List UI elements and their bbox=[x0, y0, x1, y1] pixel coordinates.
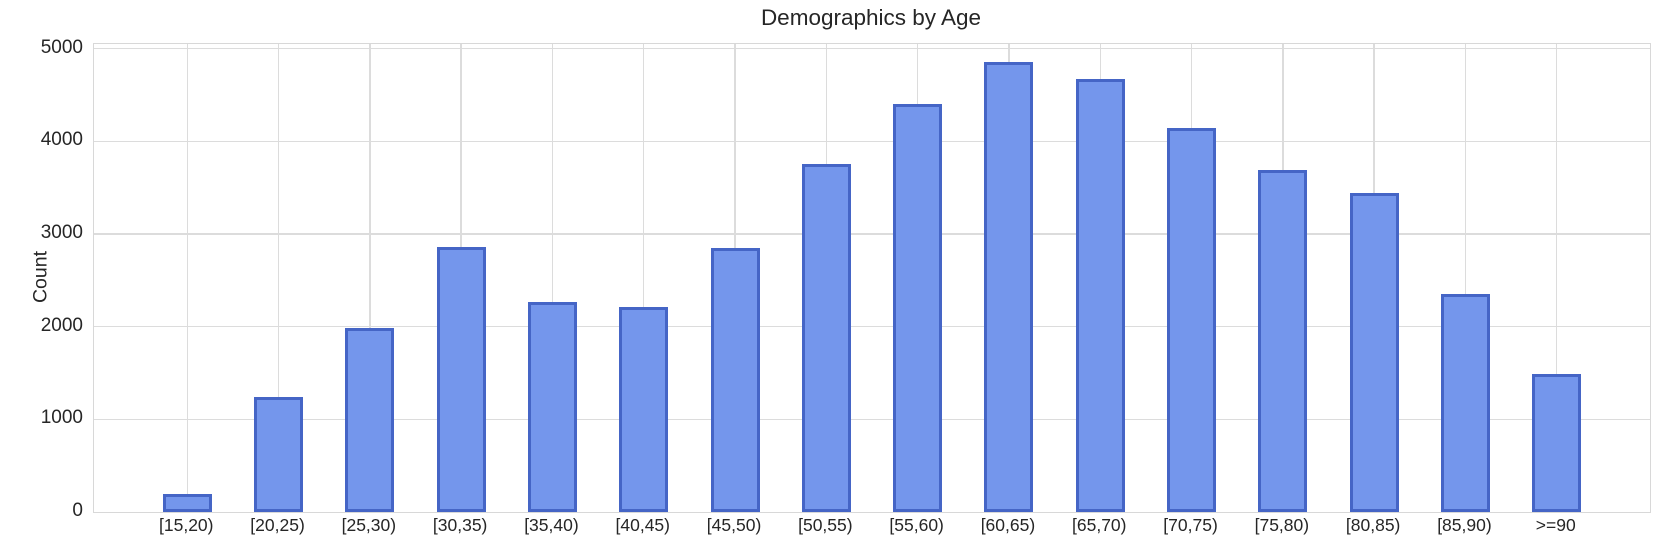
y-tick-label: 4000 bbox=[40, 129, 83, 151]
bar-[65,70) bbox=[1075, 78, 1125, 512]
y-gridline bbox=[94, 233, 1650, 235]
bar-[20,25) bbox=[254, 397, 304, 512]
x-tick-label: [60,65) bbox=[980, 515, 1036, 535]
bar-[60,65) bbox=[984, 62, 1034, 512]
y-gridline bbox=[94, 140, 1650, 143]
x-tick-label: [65,70) bbox=[1072, 515, 1127, 535]
y-tick-label: 5000 bbox=[40, 36, 83, 58]
chart-title: Demographics by Age bbox=[760, 5, 982, 30]
x-tick-label: [55,60) bbox=[889, 515, 944, 535]
bar-[70,75) bbox=[1167, 128, 1217, 512]
x-tick-label: [70,75) bbox=[1163, 515, 1218, 535]
bar-[55,60) bbox=[893, 104, 943, 512]
bar-[30,35) bbox=[436, 246, 486, 512]
x-gridline bbox=[643, 44, 645, 512]
x-gridline bbox=[369, 44, 371, 512]
x-tick-label: [20,25) bbox=[250, 515, 305, 535]
bar-[85,90) bbox=[1440, 294, 1490, 512]
bar-[75,80) bbox=[1258, 170, 1308, 512]
x-gridline bbox=[1464, 44, 1467, 512]
bar-[50,55) bbox=[801, 163, 851, 512]
y-tick-label: 1000 bbox=[40, 407, 83, 429]
x-tick-label: >=90 bbox=[1535, 515, 1576, 535]
x-tick-label: [85,90) bbox=[1437, 515, 1492, 535]
x-tick-label: [45,50) bbox=[706, 515, 762, 535]
x-tick-label: [80,85) bbox=[1345, 515, 1401, 535]
x-tick-label: [15,20) bbox=[159, 515, 214, 535]
x-tick-label: [25,30) bbox=[341, 515, 397, 535]
x-tick-label: [40,45) bbox=[615, 515, 670, 535]
x-gridline bbox=[1556, 44, 1558, 512]
bar-[15,20) bbox=[162, 494, 212, 512]
x-gridline bbox=[186, 44, 188, 512]
y-gridline bbox=[94, 47, 1650, 50]
x-tick-label: [30,35) bbox=[432, 515, 488, 535]
bar-[35,40) bbox=[527, 301, 577, 512]
x-tick-label: [35,40) bbox=[524, 515, 579, 535]
y-axis-label: Count bbox=[29, 250, 52, 304]
bar-[45,50) bbox=[710, 248, 760, 512]
x-gridline bbox=[551, 44, 554, 512]
y-gridline bbox=[94, 325, 1650, 328]
y-gridline bbox=[94, 418, 1650, 421]
bar-[40,45) bbox=[619, 306, 669, 512]
y-tick-label: 0 bbox=[72, 500, 83, 521]
y-tick-label: 3000 bbox=[40, 221, 83, 243]
x-tick-label: [75,80) bbox=[1254, 515, 1310, 535]
x-gridline bbox=[277, 44, 280, 512]
y-tick-label: 2000 bbox=[40, 314, 83, 336]
bar-[80,85) bbox=[1349, 193, 1399, 512]
x-tick-label: [50,55) bbox=[798, 515, 853, 535]
bar-[25,30) bbox=[345, 327, 395, 512]
bar->=90 bbox=[1532, 373, 1582, 512]
plot-area bbox=[93, 43, 1651, 513]
